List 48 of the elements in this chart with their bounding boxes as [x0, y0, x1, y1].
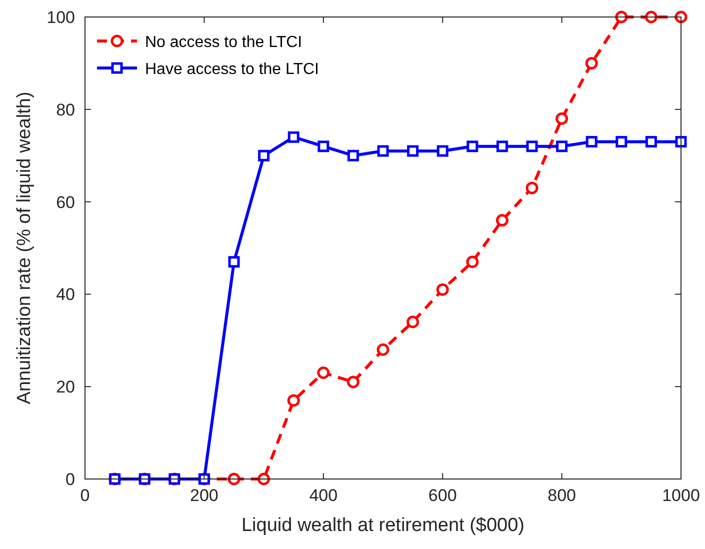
point [287, 394, 300, 407]
point [496, 140, 508, 152]
y-axis-title: Annuitization rate (% of liquid wealth) [14, 92, 35, 404]
y-tick-label: 0 [66, 470, 75, 489]
x-axis-title: Liquid wealth at retirement ($000) [241, 515, 525, 536]
point [466, 140, 478, 152]
point [407, 145, 419, 157]
x-tick-label: 800 [548, 486, 576, 505]
point [675, 136, 687, 148]
point [317, 366, 330, 379]
x-tick-label: 200 [190, 486, 218, 505]
point [616, 136, 628, 148]
point [258, 150, 270, 162]
y-tick-label: 20 [56, 378, 75, 397]
point [346, 376, 360, 388]
legend-label: Have access to the LTCI [145, 61, 319, 78]
point [496, 214, 508, 227]
point [288, 131, 300, 143]
point [526, 140, 538, 152]
point [556, 112, 568, 125]
point [436, 145, 448, 157]
point [466, 256, 479, 268]
x-tick-label: 0 [80, 486, 90, 505]
point [228, 256, 240, 268]
x-tick-label: 600 [428, 486, 457, 505]
x-tick-label: 400 [309, 486, 338, 505]
y-tick-label: 80 [56, 100, 75, 120]
point [406, 316, 420, 328]
legend-label: No access to the LTCI [145, 34, 302, 51]
point [377, 145, 389, 157]
point [228, 472, 240, 486]
y-tick-label: 60 [56, 192, 75, 212]
point [556, 140, 568, 152]
point [615, 10, 628, 24]
point [526, 182, 538, 194]
point [645, 136, 657, 148]
point [258, 472, 270, 486]
y-tick-label: 40 [56, 285, 75, 304]
y-tick-label: 100 [46, 8, 75, 27]
x-tick-label: 1000 [662, 486, 700, 505]
point [376, 343, 390, 356]
point [674, 10, 688, 24]
point [436, 283, 449, 296]
point [586, 136, 598, 148]
point [585, 56, 598, 70]
point [347, 150, 359, 162]
point [644, 10, 658, 24]
point [318, 140, 330, 152]
